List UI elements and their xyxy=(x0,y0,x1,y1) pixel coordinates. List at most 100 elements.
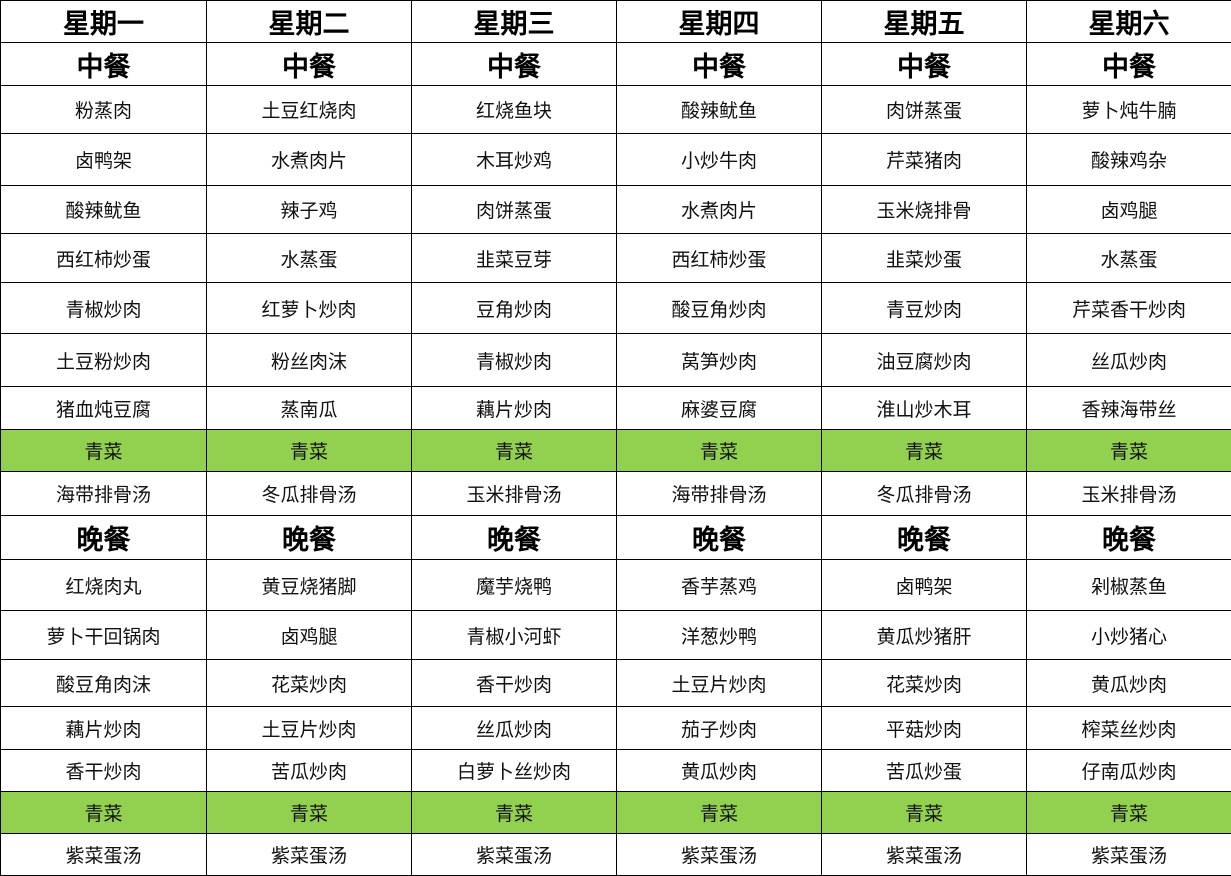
dish-cell: 黄瓜炒猪肝 xyxy=(822,611,1027,660)
dinner-label: 晚餐 xyxy=(822,516,1027,560)
dish-cell: 剁椒蒸鱼 xyxy=(1027,560,1231,611)
vegetable-cell: 青菜 xyxy=(1,430,207,472)
dinner-label: 晚餐 xyxy=(617,516,822,560)
dish-cell: 青椒炒肉 xyxy=(1,283,207,334)
lunch-label: 中餐 xyxy=(412,43,617,86)
dinner-vegetable-row: 青菜青菜青菜青菜青菜青菜 xyxy=(1,792,1231,834)
day-header: 星期四 xyxy=(617,1,822,43)
dish-cell: 西红柿炒蛋 xyxy=(1,234,207,283)
dish-cell: 香辣海带丝 xyxy=(1027,387,1231,430)
lunch-vegetable-row: 青菜青菜青菜青菜青菜青菜 xyxy=(1,430,1231,472)
lunch-dish-row: 土豆粉炒肉粉丝肉沫青椒炒肉莴笋炒肉油豆腐炒肉丝瓜炒肉 xyxy=(1,334,1231,387)
dish-cell: 榨菜丝炒肉 xyxy=(1027,707,1231,750)
dish-cell: 苦瓜炒肉 xyxy=(207,750,412,792)
dish-cell: 土豆红烧肉 xyxy=(207,86,412,134)
day-header-row: 星期一星期二星期三星期四星期五星期六 xyxy=(1,1,1231,43)
dish-cell: 丝瓜炒肉 xyxy=(412,707,617,750)
dish-cell: 萝卜炖牛腩 xyxy=(1027,86,1231,134)
vegetable-cell: 青菜 xyxy=(822,430,1027,472)
dish-cell: 青椒炒肉 xyxy=(412,334,617,387)
dinner-label: 晚餐 xyxy=(207,516,412,560)
lunch-dish-row: 青椒炒肉红萝卜炒肉豆角炒肉酸豆角炒肉青豆炒肉芹菜香干炒肉 xyxy=(1,283,1231,334)
soup-cell: 玉米排骨汤 xyxy=(1027,472,1231,516)
dish-cell: 酸豆角炒肉 xyxy=(617,283,822,334)
vegetable-cell: 青菜 xyxy=(207,430,412,472)
dish-cell: 白萝卜丝炒肉 xyxy=(412,750,617,792)
dish-cell: 酸辣鱿鱼 xyxy=(1,186,207,234)
lunch-dish-row: 西红柿炒蛋水蒸蛋韭菜豆芽西红柿炒蛋韭菜炒蛋水蒸蛋 xyxy=(1,234,1231,283)
dish-cell: 豆角炒肉 xyxy=(412,283,617,334)
day-header: 星期三 xyxy=(412,1,617,43)
soup-cell: 紫菜蛋汤 xyxy=(1,834,207,876)
dish-cell: 茄子炒肉 xyxy=(617,707,822,750)
lunch-header-row: 中餐中餐中餐中餐中餐中餐 xyxy=(1,43,1231,86)
dish-cell: 韭菜炒蛋 xyxy=(822,234,1027,283)
dinner-dish-row: 藕片炒肉土豆片炒肉丝瓜炒肉茄子炒肉平菇炒肉榨菜丝炒肉 xyxy=(1,707,1231,750)
dish-cell: 水煮肉片 xyxy=(207,134,412,186)
dish-cell: 木耳炒鸡 xyxy=(412,134,617,186)
dish-cell: 土豆粉炒肉 xyxy=(1,334,207,387)
dish-cell: 酸豆角肉沫 xyxy=(1,660,207,707)
day-header: 星期五 xyxy=(822,1,1027,43)
dish-cell: 水蒸蛋 xyxy=(1027,234,1231,283)
dish-cell: 小炒猪心 xyxy=(1027,611,1231,660)
vegetable-cell: 青菜 xyxy=(1027,792,1231,834)
soup-cell: 紫菜蛋汤 xyxy=(1027,834,1231,876)
soup-cell: 海带排骨汤 xyxy=(617,472,822,516)
vegetable-cell: 青菜 xyxy=(412,792,617,834)
lunch-dish-row: 酸辣鱿鱼辣子鸡肉饼蒸蛋水煮肉片玉米烧排骨卤鸡腿 xyxy=(1,186,1231,234)
lunch-dish-row: 猪血炖豆腐蒸南瓜藕片炒肉麻婆豆腐淮山炒木耳香辣海带丝 xyxy=(1,387,1231,430)
dinner-soup-row: 紫菜蛋汤紫菜蛋汤紫菜蛋汤紫菜蛋汤紫菜蛋汤紫菜蛋汤 xyxy=(1,834,1231,876)
vegetable-cell: 青菜 xyxy=(822,792,1027,834)
dish-cell: 土豆片炒肉 xyxy=(617,660,822,707)
dish-cell: 麻婆豆腐 xyxy=(617,387,822,430)
dinner-dish-row: 香干炒肉苦瓜炒肉白萝卜丝炒肉黄瓜炒肉苦瓜炒蛋仔南瓜炒肉 xyxy=(1,750,1231,792)
dish-cell: 莴笋炒肉 xyxy=(617,334,822,387)
dish-cell: 小炒牛肉 xyxy=(617,134,822,186)
dish-cell: 蒸南瓜 xyxy=(207,387,412,430)
soup-cell: 紫菜蛋汤 xyxy=(207,834,412,876)
dish-cell: 洋葱炒鸭 xyxy=(617,611,822,660)
dish-cell: 魔芋烧鸭 xyxy=(412,560,617,611)
soup-cell: 冬瓜排骨汤 xyxy=(207,472,412,516)
soup-cell: 冬瓜排骨汤 xyxy=(822,472,1027,516)
lunch-dish-row: 卤鸭架水煮肉片木耳炒鸡小炒牛肉芹菜猪肉酸辣鸡杂 xyxy=(1,134,1231,186)
dish-cell: 红萝卜炒肉 xyxy=(207,283,412,334)
dish-cell: 粉丝肉沫 xyxy=(207,334,412,387)
dinner-dish-row: 红烧肉丸黄豆烧猪脚魔芋烧鸭香芋蒸鸡卤鸭架剁椒蒸鱼 xyxy=(1,560,1231,611)
dish-cell: 藕片炒肉 xyxy=(412,387,617,430)
vegetable-cell: 青菜 xyxy=(617,430,822,472)
lunch-label: 中餐 xyxy=(207,43,412,86)
dish-cell: 辣子鸡 xyxy=(207,186,412,234)
day-header: 星期一 xyxy=(1,1,207,43)
soup-cell: 海带排骨汤 xyxy=(1,472,207,516)
dish-cell: 水煮肉片 xyxy=(617,186,822,234)
day-header: 星期六 xyxy=(1027,1,1231,43)
vegetable-cell: 青菜 xyxy=(1,792,207,834)
dish-cell: 丝瓜炒肉 xyxy=(1027,334,1231,387)
dish-cell: 水蒸蛋 xyxy=(207,234,412,283)
dish-cell: 青豆炒肉 xyxy=(822,283,1027,334)
dish-cell: 仔南瓜炒肉 xyxy=(1027,750,1231,792)
dinner-dish-row: 酸豆角肉沫花菜炒肉香干炒肉土豆片炒肉花菜炒肉黄瓜炒肉 xyxy=(1,660,1231,707)
vegetable-cell: 青菜 xyxy=(412,430,617,472)
dish-cell: 韭菜豆芽 xyxy=(412,234,617,283)
dish-cell: 粉蒸肉 xyxy=(1,86,207,134)
dinner-label: 晚餐 xyxy=(412,516,617,560)
dish-cell: 藕片炒肉 xyxy=(1,707,207,750)
dish-cell: 肉饼蒸蛋 xyxy=(822,86,1027,134)
soup-cell: 玉米排骨汤 xyxy=(412,472,617,516)
dinner-dish-row: 萝卜干回锅肉卤鸡腿青椒小河虾洋葱炒鸭黄瓜炒猪肝小炒猪心 xyxy=(1,611,1231,660)
vegetable-cell: 青菜 xyxy=(207,792,412,834)
dish-cell: 卤鸡腿 xyxy=(1027,186,1231,234)
dish-cell: 西红柿炒蛋 xyxy=(617,234,822,283)
soup-cell: 紫菜蛋汤 xyxy=(822,834,1027,876)
dish-cell: 香干炒肉 xyxy=(412,660,617,707)
lunch-dish-row: 粉蒸肉土豆红烧肉红烧鱼块酸辣鱿鱼肉饼蒸蛋萝卜炖牛腩 xyxy=(1,86,1231,134)
lunch-soup-row: 海带排骨汤冬瓜排骨汤玉米排骨汤海带排骨汤冬瓜排骨汤玉米排骨汤 xyxy=(1,472,1231,516)
dish-cell: 淮山炒木耳 xyxy=(822,387,1027,430)
dish-cell: 红烧肉丸 xyxy=(1,560,207,611)
day-header: 星期二 xyxy=(207,1,412,43)
dish-cell: 黄豆烧猪脚 xyxy=(207,560,412,611)
dinner-header-row: 晚餐晚餐晚餐晚餐晚餐晚餐 xyxy=(1,516,1231,560)
